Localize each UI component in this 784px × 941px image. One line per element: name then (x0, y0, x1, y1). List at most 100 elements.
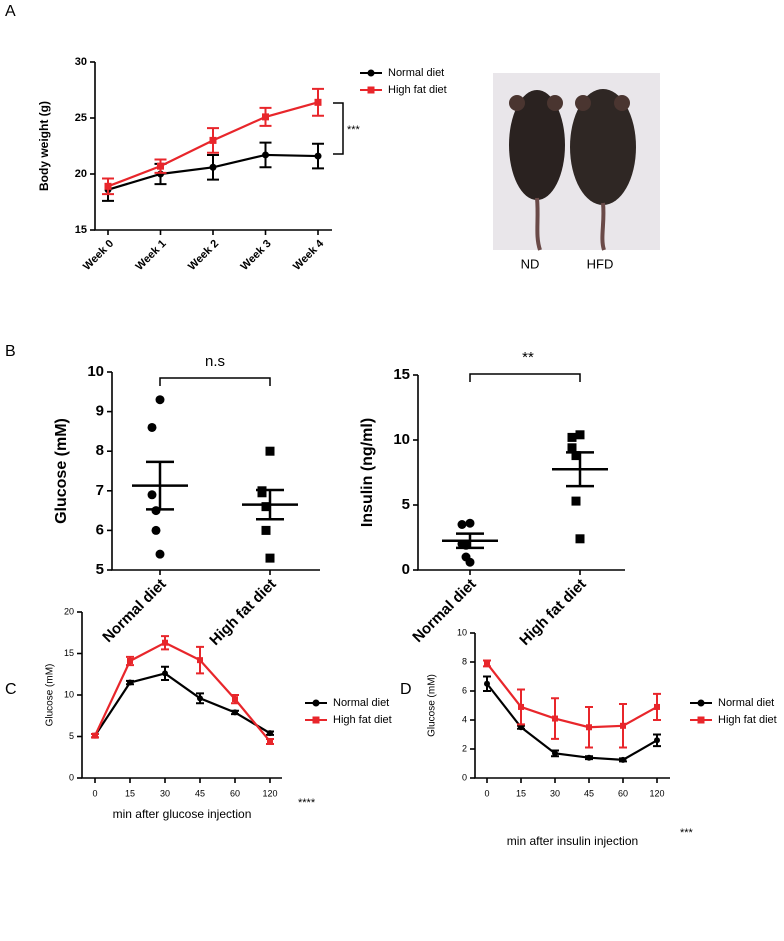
sem-bar (456, 532, 484, 550)
x-tick-label: 60 (230, 788, 240, 798)
x-tick-label: 15 (125, 788, 135, 798)
marker (654, 703, 660, 710)
y-tick-label: 10 (393, 431, 410, 448)
sem-bar (566, 451, 594, 488)
bracket (159, 377, 271, 386)
marker (155, 395, 165, 405)
y-tick-label: 9 (96, 403, 104, 420)
y-tick-label: 8 (462, 656, 467, 666)
marker (155, 549, 165, 559)
marker (151, 525, 161, 535)
x-tick-label: Week 3 (239, 238, 274, 273)
y-tick-label: 4 (462, 714, 467, 724)
x-tick-label: 60 (618, 788, 628, 798)
panel-label: A (5, 3, 16, 20)
marker (552, 750, 558, 757)
mouse-nd (509, 90, 565, 200)
marker (620, 756, 626, 763)
y-tick-label: 5 (96, 561, 104, 578)
y-tick-label: 5 (69, 731, 74, 741)
ear (509, 95, 525, 111)
chart: 0 5 10 15 Normal diet High fat diet Insulin (n… (359, 349, 625, 649)
legend-label: Normal diet (333, 697, 389, 709)
panel-label: B (5, 343, 16, 360)
marker (654, 737, 660, 744)
marker (265, 446, 275, 456)
marker (567, 432, 577, 442)
marker (127, 679, 133, 686)
marker (314, 152, 322, 160)
marker (157, 162, 164, 170)
y-tick-label: 20 (75, 168, 87, 180)
significance: *** (347, 124, 361, 136)
marker (586, 724, 592, 731)
x-tick-label: 0 (92, 788, 97, 798)
marker (197, 657, 203, 664)
photo-label: HFD (587, 256, 614, 271)
x-tick-label: High fat diet (206, 576, 279, 649)
marker (484, 680, 490, 687)
y-tick-label: 10 (64, 689, 74, 699)
chart: B 5 6 7 8 9 10 Normal diet High fat diet Glucose … (5, 343, 320, 649)
marker (571, 496, 581, 506)
panel-label: C (5, 681, 17, 698)
chart: D 0 2 4 6 8 10 0 15 30 45 60 120 Glucose (mM) min afte… (400, 627, 777, 848)
significance: **** (298, 797, 316, 809)
marker (575, 430, 585, 440)
mouse-hfd (570, 89, 636, 205)
marker (197, 695, 203, 702)
ear (575, 95, 591, 111)
y-tick-label: 6 (96, 521, 104, 538)
marker (457, 520, 467, 529)
legend-label: Normal diet (388, 67, 444, 79)
y-tick-label: 15 (393, 366, 410, 383)
mouse-photo: ND HFD (493, 73, 660, 271)
x-tick-label: 120 (262, 788, 277, 798)
marker (232, 696, 238, 703)
y-tick-label: 30 (75, 56, 87, 68)
x-tick-label: 0 (484, 788, 489, 798)
marker (314, 98, 322, 106)
y-tick-label: 5 (402, 496, 410, 513)
marker (518, 724, 524, 731)
marker (586, 754, 592, 761)
y-tick-label: 10 (457, 627, 467, 637)
marker (267, 730, 273, 737)
marker (162, 639, 168, 646)
y-tick-label: 15 (64, 648, 74, 658)
x-tick-label: Normal diet (99, 576, 169, 646)
marker (575, 534, 585, 544)
marker (367, 69, 375, 77)
tail (600, 202, 606, 251)
legend-label: Normal diet (718, 697, 774, 709)
y-tick-label: 6 (462, 685, 467, 695)
bracket (333, 102, 344, 155)
chart: A 15 20 25 30 Week 0 Week 1 Week 2 Week 3 Week 4 B… (5, 3, 447, 273)
y-axis-label: Insulin (ng/ml) (359, 418, 376, 527)
tail (535, 197, 542, 251)
marker (267, 738, 273, 745)
marker (312, 716, 320, 724)
marker (92, 732, 98, 739)
chart: C 0 5 10 15 20 0 15 30 45 60 120 Glucose (mM) min aft… (5, 606, 392, 821)
x-tick-label: Week 1 (134, 238, 169, 273)
x-tick-label: Week 2 (186, 238, 221, 273)
x-tick-label: 30 (160, 788, 170, 798)
marker (571, 451, 581, 461)
y-axis-label: Body weight (g) (37, 101, 51, 191)
panel-label: D (400, 681, 412, 698)
ear (614, 95, 630, 111)
photo-label: ND (521, 256, 540, 271)
x-tick-label: 45 (195, 788, 205, 798)
marker (465, 518, 475, 528)
legend-label: High fat diet (333, 714, 392, 726)
x-tick-label: High fat diet (516, 576, 589, 649)
y-tick-label: 15 (75, 224, 87, 236)
sem-bar (256, 488, 284, 521)
y-axis-label: Glucose (mM) (53, 418, 70, 524)
x-tick-label: 120 (649, 788, 664, 798)
marker (257, 488, 267, 498)
marker (162, 670, 168, 677)
series-line (486, 683, 658, 761)
